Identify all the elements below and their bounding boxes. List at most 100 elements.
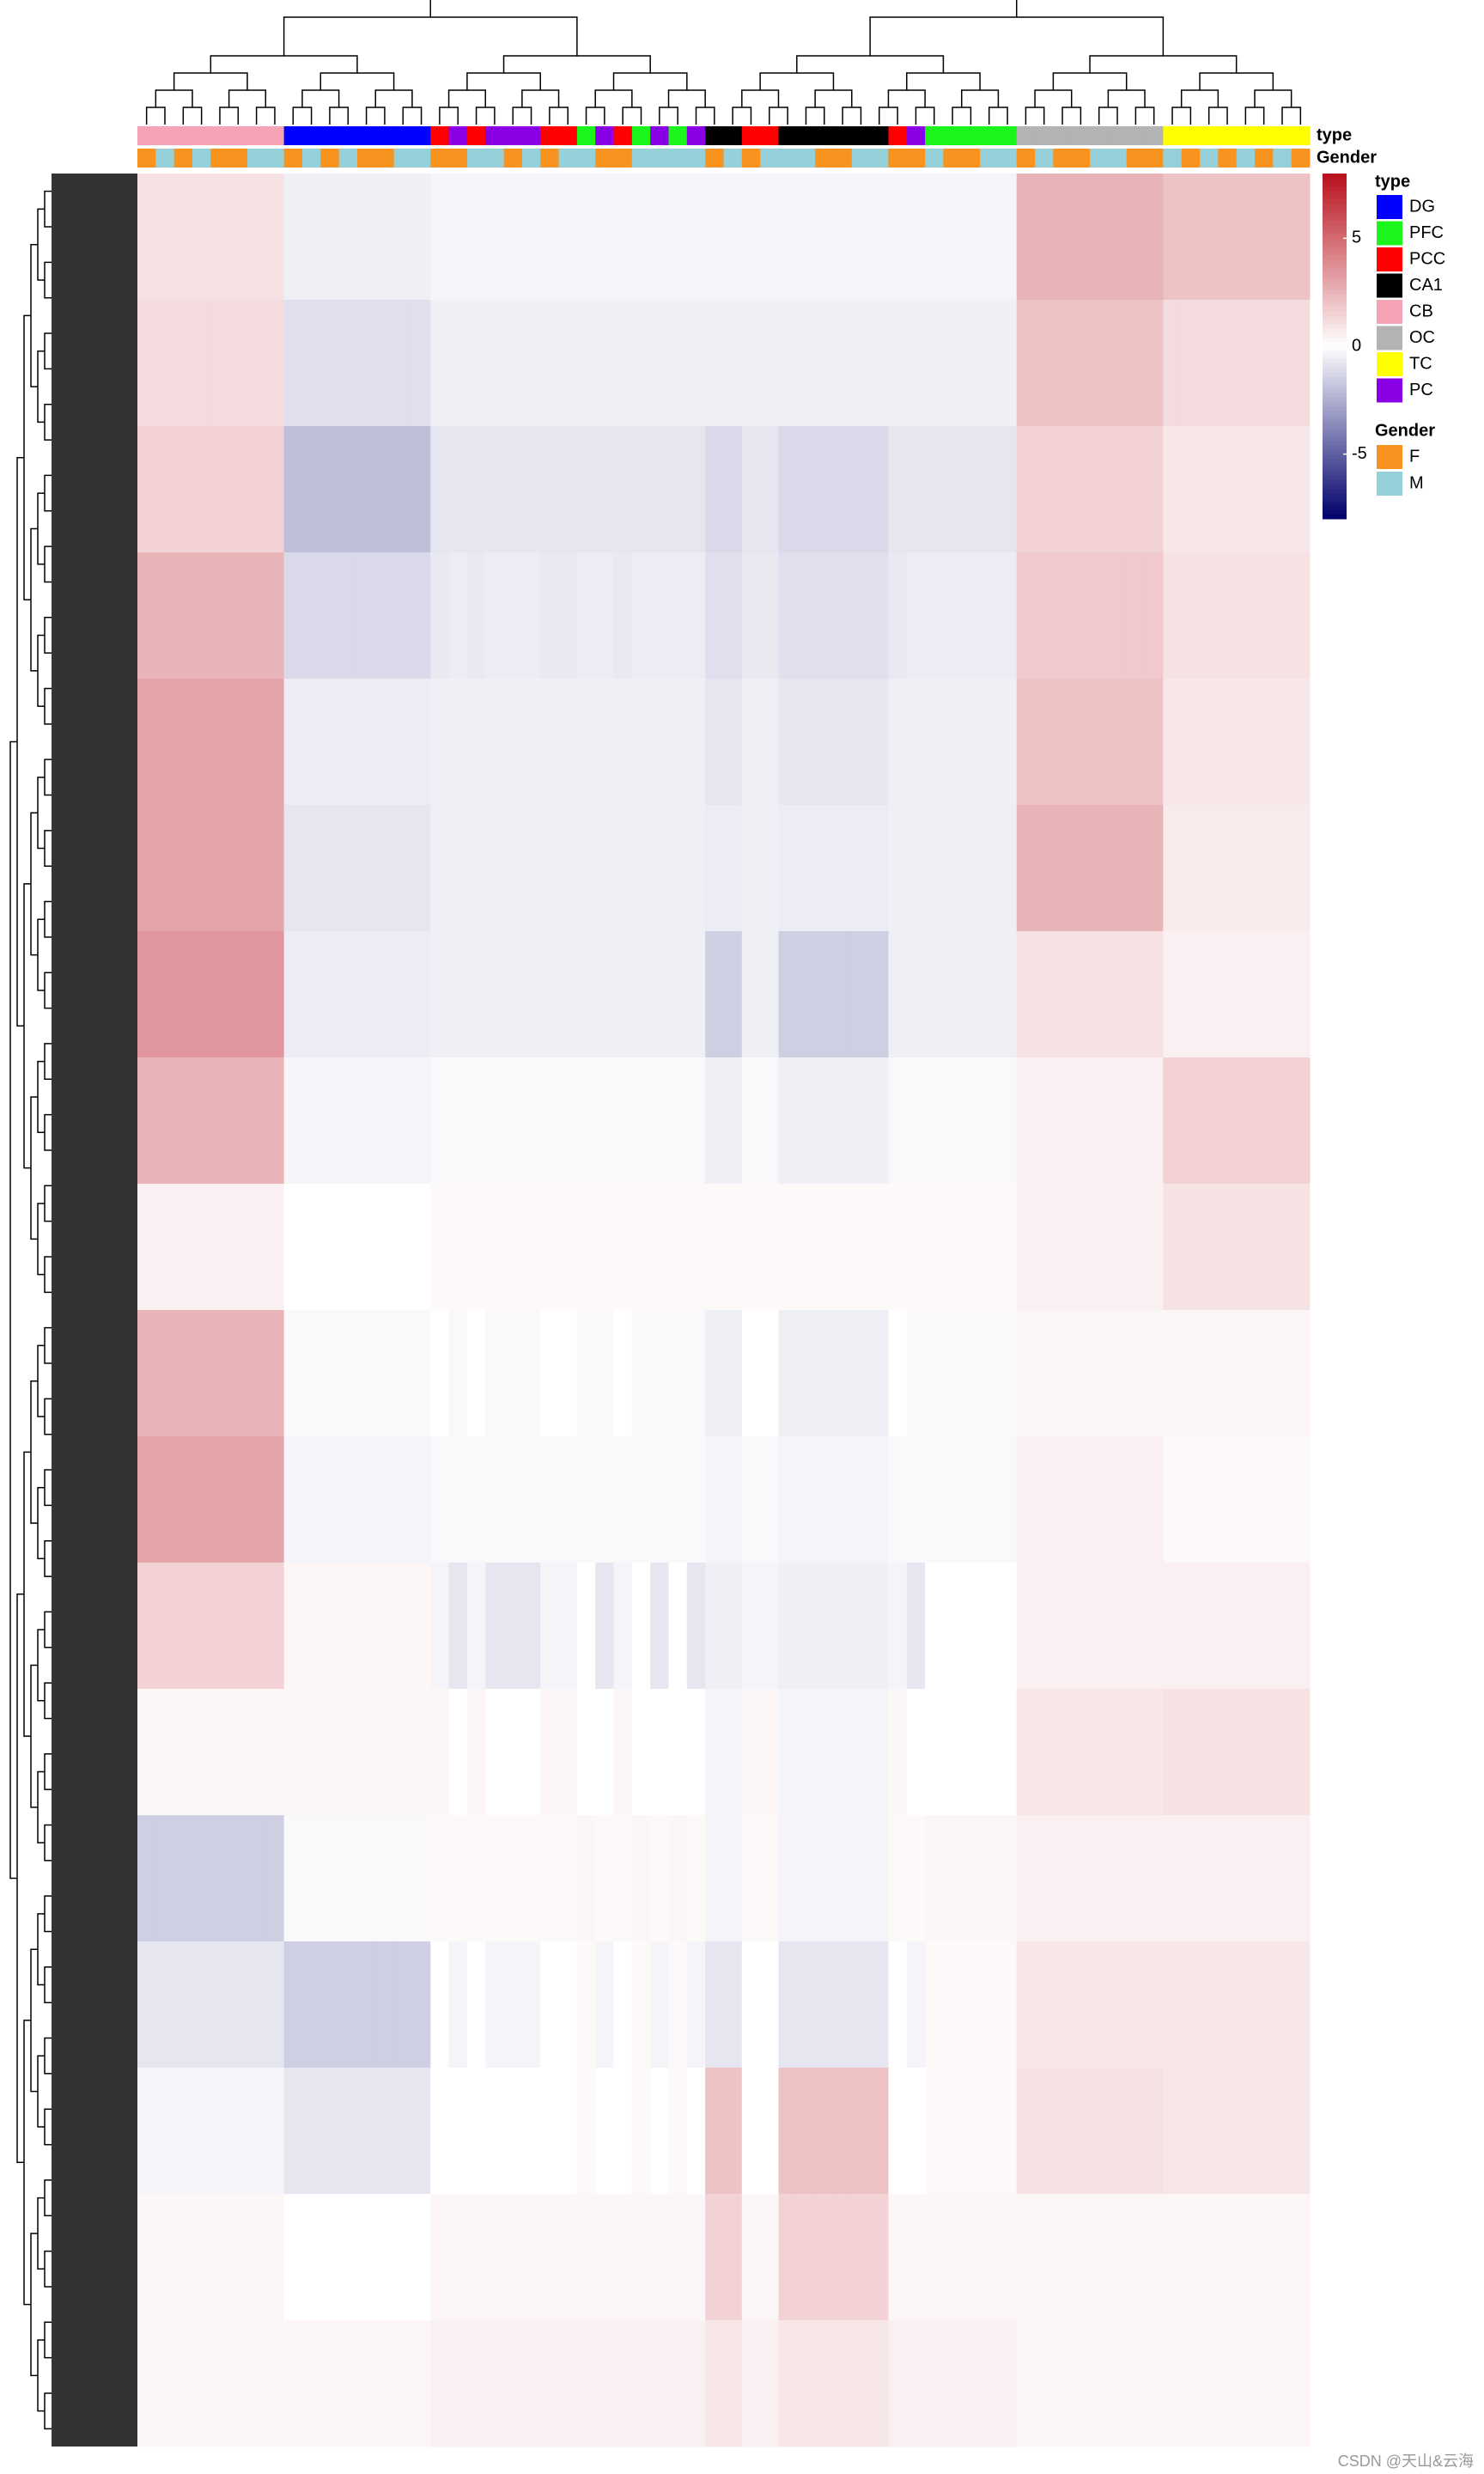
heatmap-cell — [705, 679, 724, 806]
gender-annotation — [1090, 149, 1109, 168]
heatmap-cell — [613, 174, 633, 301]
heatmap-cell — [1163, 2320, 1183, 2447]
colorbar-step — [1323, 174, 1347, 179]
heatmap-cell — [448, 1310, 468, 1437]
heatmap-cell — [338, 2068, 358, 2195]
heatmap-cell — [192, 931, 211, 1058]
dendrogram-branch — [30, 243, 38, 387]
heatmap-cell — [1108, 1941, 1128, 2069]
heatmap-cell — [595, 1941, 615, 2069]
heatmap-cell — [631, 805, 651, 932]
heatmap-cell — [356, 1689, 376, 1816]
heatmap-cell — [192, 174, 211, 301]
heatmap-cell — [943, 1057, 963, 1185]
heatmap-cell — [650, 1436, 670, 1563]
type-annotation — [1035, 126, 1054, 145]
heatmap-cell — [448, 2194, 468, 2321]
heatmap-cell — [540, 552, 560, 679]
heatmap-cell — [778, 1057, 798, 1185]
heatmap-cell — [485, 552, 505, 679]
heatmap-cell — [631, 552, 651, 679]
heatmap-cell — [411, 300, 431, 427]
heatmap-cell — [1126, 426, 1146, 553]
type-annotation — [1273, 126, 1292, 145]
legend-swatch — [1377, 221, 1402, 246]
colorbar-step — [1323, 311, 1347, 317]
heatmap-cell — [1236, 1184, 1256, 1311]
heatmap-cell — [833, 1057, 853, 1185]
heatmap-cell — [356, 679, 376, 806]
heatmap-cell — [851, 552, 871, 679]
heatmap-cell — [228, 2320, 248, 2447]
heatmap-cell — [906, 300, 926, 427]
heatmap-cell — [1090, 805, 1109, 932]
dendrogram-branch — [319, 72, 395, 90]
heatmap-cell — [375, 552, 395, 679]
heatmap-cell — [1108, 1310, 1128, 1437]
heatmap-cell — [246, 679, 266, 806]
heatmap-cell — [265, 1815, 285, 1942]
heatmap-cell — [173, 1436, 193, 1563]
heatmap-cell — [833, 1436, 853, 1563]
heatmap-cell — [558, 2194, 578, 2321]
heatmap-cell — [540, 2068, 560, 2195]
heatmap-cell — [595, 2320, 615, 2447]
heatmap-cell — [1236, 679, 1256, 806]
heatmap-cell — [796, 426, 816, 553]
heatmap-cell — [1255, 552, 1274, 679]
gender-annotation — [760, 149, 779, 168]
heatmap-cell — [1255, 174, 1274, 301]
dendrogram-branch — [301, 89, 340, 107]
heatmap-cell — [998, 1184, 1018, 1311]
heatmap-cell — [558, 2068, 578, 2195]
type-annotation — [1090, 126, 1109, 145]
heatmap-cell — [1145, 1689, 1164, 1816]
heatmap-cell — [705, 426, 724, 553]
heatmap-cell — [301, 931, 321, 1058]
colorbar-step — [1323, 225, 1347, 230]
colorbar-step — [1323, 381, 1347, 386]
type-annotation — [1200, 126, 1219, 145]
heatmap-cell — [192, 2320, 211, 2447]
heatmap-cell — [870, 1436, 889, 1563]
dendrogram-branch — [1089, 55, 1238, 73]
heatmap-cell — [1016, 1941, 1036, 2069]
type-annotation — [210, 126, 230, 145]
heatmap-cell — [613, 1941, 633, 2069]
heatmap-cell — [1181, 805, 1201, 932]
dendrogram-branch — [44, 1682, 52, 1720]
heatmap-cell — [705, 552, 724, 679]
legend-swatch — [1377, 352, 1402, 376]
heatmap-cell — [1108, 2068, 1128, 2195]
heatmap-cell — [961, 1941, 981, 2069]
heatmap-cell — [613, 2068, 633, 2195]
heatmap-cell — [301, 1941, 321, 2069]
heatmap-cell — [155, 1057, 175, 1185]
heatmap-cell — [375, 2194, 395, 2321]
heatmap-cell — [485, 2068, 505, 2195]
heatmap-cell — [521, 1941, 541, 2069]
dendrogram-branch — [44, 1326, 52, 1364]
heatmap-cell — [1053, 931, 1073, 1058]
dendrogram-branch — [402, 107, 423, 125]
heatmap-cell — [906, 174, 926, 301]
heatmap-cell — [943, 1815, 963, 1942]
dendrogram-branch — [741, 89, 780, 107]
heatmap-cell — [283, 1057, 303, 1185]
heatmap-cell — [778, 1563, 798, 1690]
heatmap-cell — [998, 1689, 1018, 1816]
heatmap-cell — [137, 174, 156, 301]
heatmap-cell — [1145, 2194, 1164, 2321]
heatmap-cell — [741, 1184, 761, 1311]
heatmap-cell — [815, 174, 834, 301]
legend-swatch — [1377, 300, 1402, 324]
heatmap-cell — [723, 1057, 743, 1185]
heatmap-cell — [1273, 1689, 1292, 1816]
heatmap-cell — [741, 1563, 761, 1690]
dendrogram-branch — [1052, 72, 1128, 90]
heatmap-cell — [430, 1436, 450, 1563]
heatmap-cell — [540, 1689, 560, 1816]
heatmap-cell — [540, 931, 560, 1058]
heatmap-cell — [650, 2194, 670, 2321]
heatmap-cell — [943, 1941, 963, 2069]
